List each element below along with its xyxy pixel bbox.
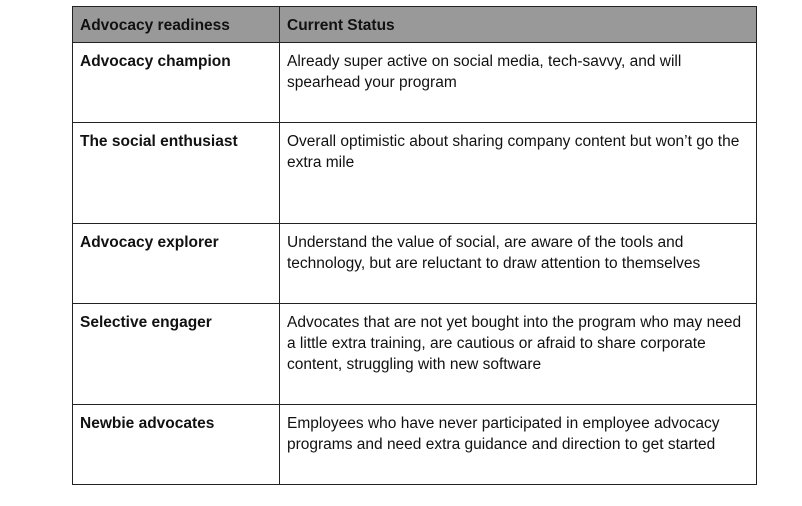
table-row: Selective engager Advocates that are not … [72, 303, 757, 405]
status-cell: Advocates that are not yet bought into t… [279, 303, 757, 405]
readiness-cell: Selective engager [72, 303, 280, 405]
table-row: Advocacy champion Already super active on… [72, 42, 757, 123]
table-row: Advocacy explorer Understand the value of… [72, 223, 757, 304]
table-row: The social enthusiast Overall optimistic … [72, 122, 757, 224]
readiness-cell: Advocacy explorer [72, 223, 280, 304]
status-cell: Employees who have never participated in… [279, 404, 757, 485]
readiness-cell: The social enthusiast [72, 122, 280, 224]
status-cell: Already super active on social media, te… [279, 42, 757, 123]
header-advocacy-readiness: Advocacy readiness [72, 6, 280, 43]
header-current-status: Current Status [279, 6, 757, 43]
header-row: Advocacy readiness Current Status [72, 6, 757, 43]
status-cell: Overall optimistic about sharing company… [279, 122, 757, 224]
status-cell: Understand the value of social, are awar… [279, 223, 757, 304]
advocacy-table: Advocacy readiness Current Status Advoca… [72, 6, 757, 485]
table-row: Newbie advocates Employees who have never… [72, 404, 757, 485]
readiness-cell: Newbie advocates [72, 404, 280, 485]
readiness-cell: Advocacy champion [72, 42, 280, 123]
